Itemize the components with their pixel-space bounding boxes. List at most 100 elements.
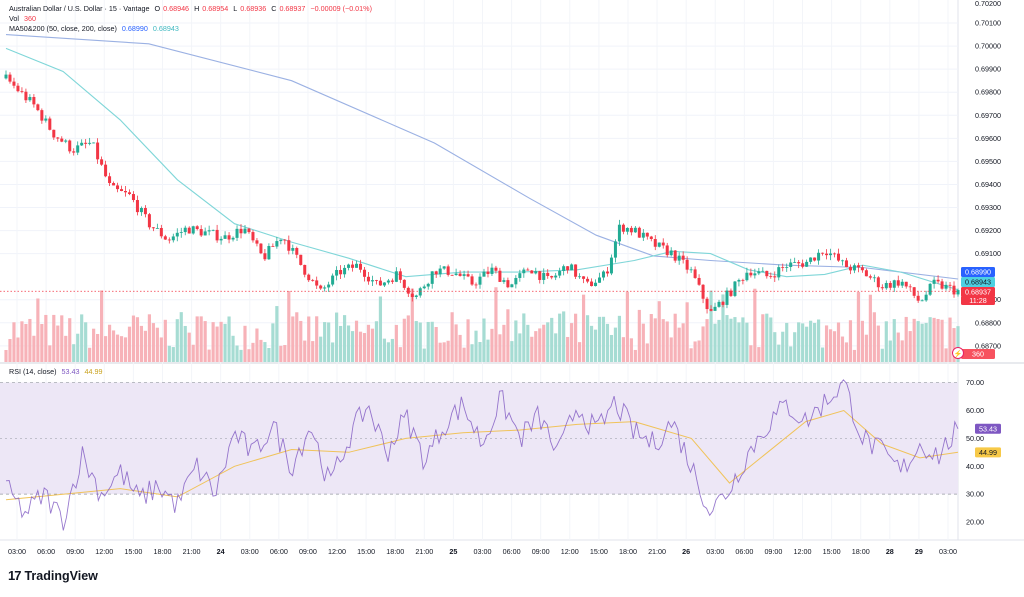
volume-bar (76, 333, 80, 362)
candle-body (697, 277, 701, 285)
volume-bar (840, 336, 845, 362)
candle-body (454, 273, 458, 276)
candle-body (271, 246, 275, 247)
low-value: 0.68936 (240, 4, 267, 13)
candle-body (112, 183, 116, 186)
time-tick-label: 21:00 (648, 547, 666, 556)
volume-bar (757, 347, 761, 362)
open-value: 0.68946 (163, 4, 190, 13)
volume-bar (912, 318, 916, 362)
candle-body (187, 227, 191, 234)
volume-bar (342, 315, 347, 362)
time-tick-label: 15:00 (357, 547, 375, 556)
candle-body (745, 272, 749, 281)
volume-bar (617, 315, 622, 362)
candle-body (693, 269, 697, 278)
rsi-tick-label: 20.00 (966, 518, 984, 527)
volume-bar (418, 322, 422, 362)
volume-bar (446, 340, 450, 362)
tradingview-logo[interactable]: 17 TradingView (8, 568, 98, 583)
candle-body (578, 276, 582, 278)
candle-body (833, 253, 837, 255)
volume-bar (828, 329, 833, 362)
candle-body (749, 272, 753, 276)
candle-body (319, 285, 323, 289)
volume-bar (625, 291, 629, 362)
rsi-ma-line (5, 409, 959, 501)
candle-body (96, 142, 100, 160)
volume-bar (454, 324, 458, 362)
volume-bar (805, 326, 809, 362)
volume-bar (474, 330, 478, 362)
last-price-badge-bg (961, 287, 995, 297)
volume-bar (366, 324, 371, 362)
candle-body (167, 239, 171, 241)
candle-body (498, 270, 502, 282)
time-tick-label: 15:00 (590, 547, 608, 556)
candle-body (263, 253, 267, 260)
candle-body (430, 271, 434, 284)
volume-label[interactable]: Vol (9, 14, 19, 23)
volume-bar (426, 321, 430, 362)
candle-body (797, 262, 801, 264)
ma50-value: 0.68990 (121, 24, 148, 33)
volume-bar (36, 298, 40, 362)
volume-bar (578, 342, 582, 362)
candle-body (239, 228, 243, 234)
candle-body (426, 283, 430, 287)
volume-bar (589, 325, 594, 362)
candle-body (175, 232, 179, 237)
volume-bar (920, 323, 924, 362)
volume-bar (534, 331, 538, 362)
candle-body (590, 281, 594, 287)
volume-bar (813, 322, 817, 362)
volume-bar (956, 326, 960, 362)
candle-body (307, 274, 311, 281)
candle-body (68, 140, 72, 152)
price-tick-label: 0.69700 (975, 111, 1001, 120)
volume-bar (621, 337, 625, 362)
candle-body (32, 97, 36, 105)
rsi-label[interactable]: RSI (14, close) (9, 367, 57, 376)
candle-body (574, 264, 578, 277)
tradingview-logo-icon: 17 (8, 568, 22, 583)
volume-bar (490, 328, 494, 362)
volume-bar (928, 317, 932, 362)
price-tick-label: 0.69900 (975, 65, 1001, 74)
countdown-badge: 11:28 (969, 296, 986, 305)
ma-label[interactable]: MA50&200 (50, close, 200, close) (9, 24, 117, 33)
candle-body (896, 280, 900, 286)
candle-body (510, 284, 514, 288)
rsi-ma-badge-bg (975, 447, 1001, 458)
volume-bar (327, 322, 331, 362)
candle-body (868, 276, 872, 278)
volume-bar (601, 316, 606, 362)
ma50-badge: 0.68943 (965, 278, 991, 287)
time-tick-label: 28 (886, 547, 894, 556)
volume-bar (275, 306, 279, 362)
volume-bar (613, 327, 618, 362)
volume-bar (374, 321, 379, 362)
volume-bar (271, 323, 275, 362)
candle-body (617, 224, 621, 242)
candle-body (729, 290, 733, 296)
candle-body (836, 253, 841, 261)
volume-bar (60, 315, 64, 362)
volume-bar (295, 312, 299, 362)
candle-body (709, 309, 713, 311)
change-value: −0.00009 (−0.01%) (310, 4, 372, 13)
candle-body (637, 227, 641, 238)
symbol-title[interactable]: Australian Dollar / U.S. Dollar · 15 · V… (9, 4, 150, 13)
candle-body (315, 280, 319, 286)
candle-body (813, 257, 817, 261)
price-tick-label: 0.69500 (975, 157, 1001, 166)
candle-body (677, 255, 681, 261)
volume-bar (107, 324, 112, 362)
candle-body (940, 281, 944, 289)
candle-body (518, 273, 522, 278)
candle-body (199, 229, 203, 236)
volume-bar (558, 313, 562, 362)
volume-bar (255, 328, 259, 362)
